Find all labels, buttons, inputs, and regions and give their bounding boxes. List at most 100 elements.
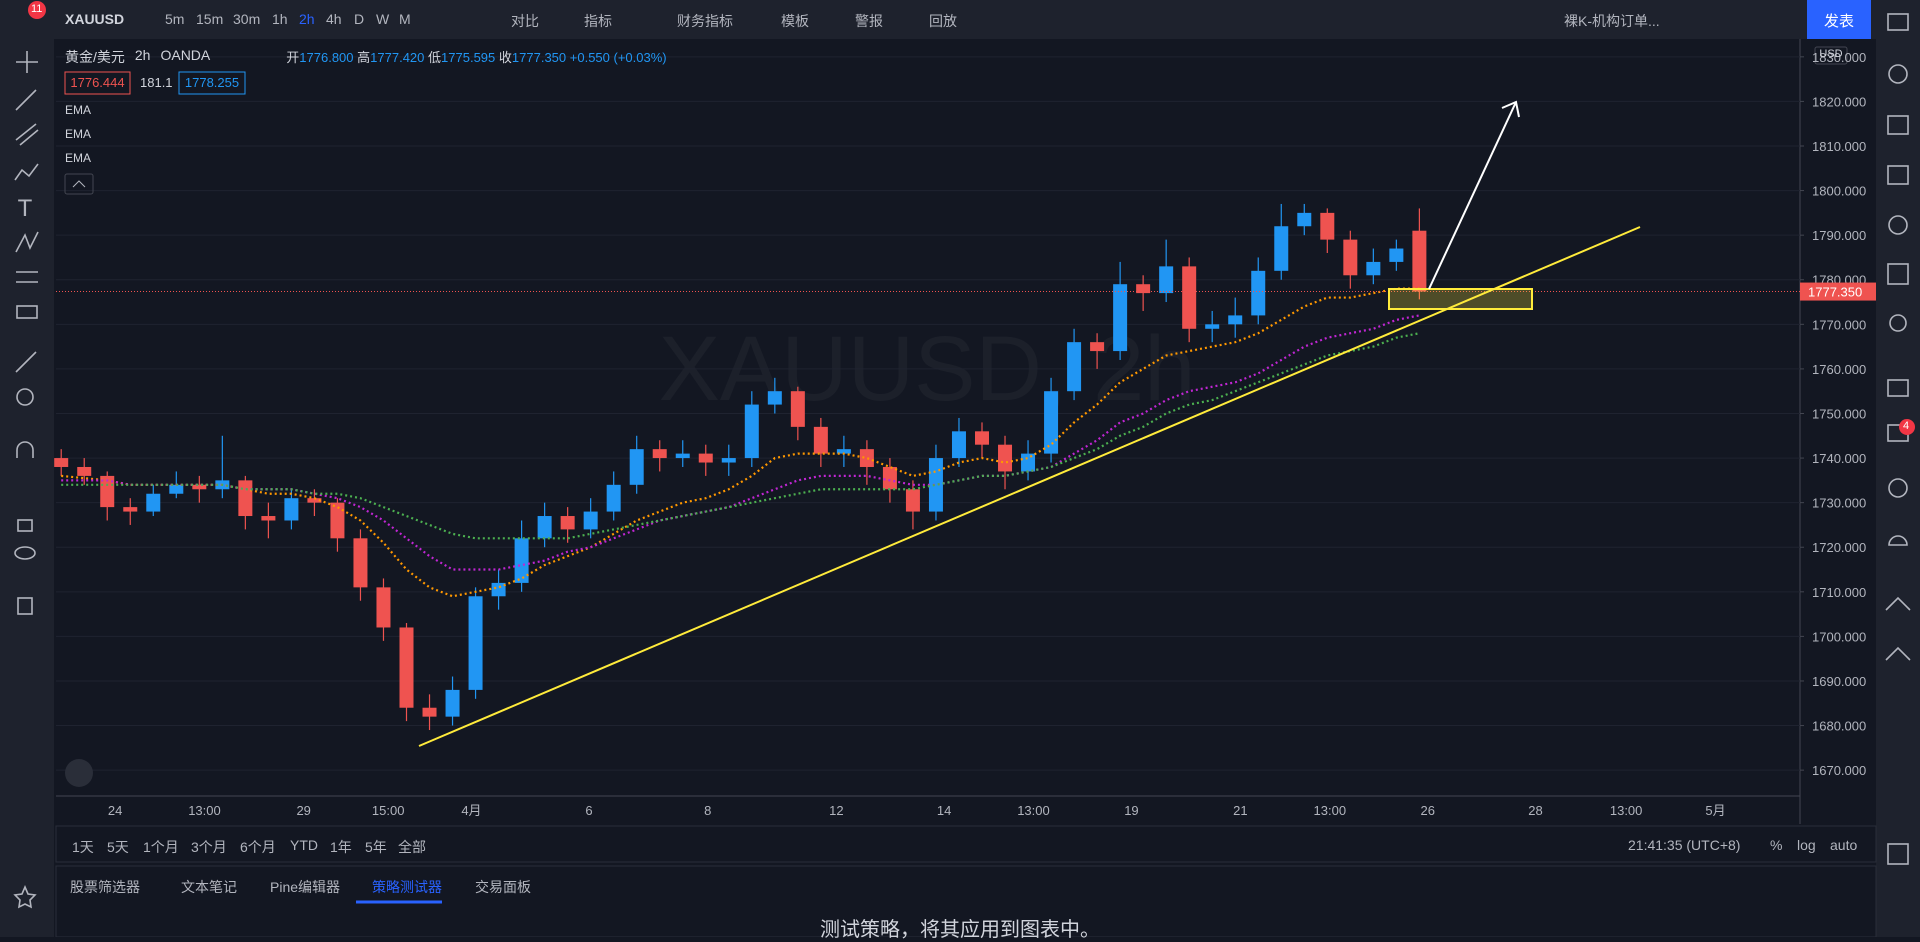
toolbar-button[interactable]: 财务指标 (677, 13, 733, 29)
range-button[interactable]: 全部 (398, 839, 426, 855)
high-label: 高 (357, 50, 371, 65)
open-label: 开 (286, 50, 300, 65)
log[interactable]: log (1797, 837, 1816, 853)
y-tick-label: 1680.000 (1812, 719, 1866, 734)
range-button[interactable]: 1个月 (143, 839, 179, 855)
x-tick-label: 13:00 (1610, 803, 1643, 818)
interval[interactable]: W (376, 11, 390, 27)
interval[interactable]: M (399, 11, 411, 27)
candle-body (859, 449, 874, 467)
interval[interactable]: 2h (299, 11, 315, 27)
x-tick-label: 13:00 (188, 803, 221, 818)
indicator-label: EMA (65, 127, 92, 141)
ask: 1778.255 (184, 75, 240, 90)
y-tick-label: 1820.000 (1812, 94, 1866, 109)
candle-body (100, 475, 115, 508)
x-tick-label: 13:00 (1314, 803, 1347, 818)
candle-body (1159, 266, 1174, 294)
candle-body (721, 458, 736, 463)
y-tick-label: 1800.000 (1812, 184, 1866, 199)
interval[interactable]: 4h (326, 11, 342, 27)
toolbar-button[interactable]: 警报 (855, 13, 883, 29)
interval[interactable]: 15m (196, 11, 224, 27)
candle-body (1320, 212, 1335, 240)
publish-button[interactable] (1807, 0, 1871, 39)
spread: 181.1 (140, 75, 173, 90)
top-toolbar (0, 0, 1920, 39)
left-toolbar (0, 39, 54, 937)
y-tick-label: 1790.000 (1812, 228, 1866, 243)
candle-body (376, 587, 391, 628)
range-button[interactable]: 3个月 (191, 839, 227, 855)
interval[interactable]: 5m (165, 11, 185, 27)
y-tick-label: 1740.000 (1812, 451, 1866, 466)
panel-tab[interactable]: 策略测试器 (372, 879, 442, 895)
candle-body (261, 516, 276, 521)
range-button[interactable]: YTD (290, 837, 318, 853)
candle-body (905, 489, 920, 512)
candle-body (1021, 453, 1036, 472)
badge: 4 (1903, 420, 1910, 432)
range-button[interactable]: 5天 (107, 839, 129, 855)
candle-body (1297, 212, 1312, 227)
close: 1777.350 (511, 50, 567, 65)
collapse-icon (72, 180, 86, 188)
candle-body (468, 596, 483, 690)
candle-body (560, 516, 575, 530)
x-tick-label: 14 (937, 803, 951, 818)
layout-name[interactable]: 裸K-机构订单... (1564, 13, 1660, 29)
candle-body (1067, 342, 1082, 392)
candle-body (238, 480, 253, 517)
percent[interactable]: % (1770, 837, 1783, 853)
candle-body (951, 431, 966, 459)
candle-body (1113, 284, 1128, 352)
candle-body (975, 431, 989, 445)
legend-row: 黄金/美元 2h OANDA 开1776.800 高1777.420 低1775… (65, 47, 667, 67)
candle-body (698, 453, 713, 463)
toolbar-button[interactable]: 回放 (929, 13, 957, 29)
candle-body (1389, 248, 1404, 262)
range-button[interactable]: 1年 (330, 839, 352, 855)
panel-tab[interactable]: Pine编辑器 (270, 879, 341, 895)
toolbar-button[interactable]: 模板 (781, 13, 809, 29)
auto[interactable]: auto (1830, 837, 1858, 853)
candle-body (1343, 239, 1358, 276)
candle-body (882, 466, 897, 490)
candle-body (307, 498, 322, 503)
panel-tab[interactable]: 股票筛选器 (70, 879, 140, 895)
last-price-label: 1777.350 (1808, 285, 1862, 300)
x-tick-label: 29 (296, 803, 310, 818)
range-button[interactable]: 1天 (72, 839, 94, 855)
panel-tab[interactable]: 文本笔记 (181, 879, 237, 895)
left-icons: T (13, 51, 39, 909)
y-tick-label: 1830.000 (1812, 50, 1866, 65)
y-tick-label: 1760.000 (1812, 362, 1866, 377)
ask-box (178, 71, 246, 95)
panel-tab[interactable]: 交易面板 (475, 879, 531, 895)
y-tick-label: 1670.000 (1812, 763, 1866, 778)
y-tick-label: 1710.000 (1812, 585, 1866, 600)
toolbar-button[interactable]: 指标 (584, 13, 612, 29)
x-tick-label: 4月 (461, 803, 481, 818)
high: 1777.420 (370, 50, 425, 65)
toolbar-button[interactable]: 对比 (511, 13, 539, 29)
right-sidebar (1876, 39, 1920, 937)
candle-body (284, 498, 299, 521)
x-tick-label: 26 (1421, 803, 1435, 818)
publish[interactable]: 发表 (1823, 13, 1854, 30)
interval[interactable]: 30m (233, 11, 261, 27)
candle-body (146, 493, 161, 512)
range-button[interactable]: 5年 (365, 839, 387, 855)
badge-bg (28, 1, 46, 19)
candle-body (1090, 342, 1105, 352)
candle-body (169, 484, 184, 494)
open: 1776.800 (299, 50, 354, 65)
collapse-button[interactable] (64, 173, 94, 195)
y-tick-label: 1730.000 (1812, 496, 1866, 511)
interval[interactable]: D (354, 11, 365, 27)
ema-line (61, 314, 1420, 571)
interval[interactable]: 1h (272, 11, 288, 27)
range-button[interactable]: 6个月 (240, 839, 276, 855)
symbol[interactable]: XAUUSD (65, 11, 125, 27)
